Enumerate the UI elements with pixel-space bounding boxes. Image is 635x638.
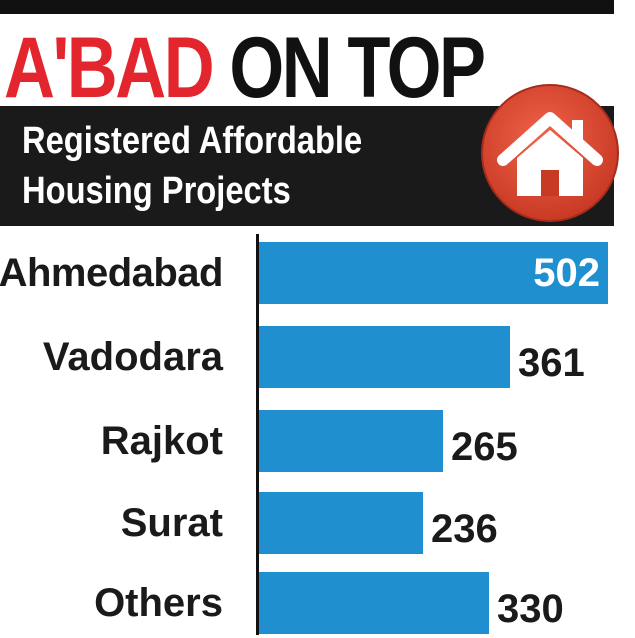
bar-ahmedabad <box>259 242 608 304</box>
bar-vadodara <box>259 326 510 388</box>
value-label: 265 <box>451 425 518 469</box>
category-label: Others <box>94 581 223 625</box>
value-label: 236 <box>431 507 498 551</box>
bar-rajkot <box>259 410 443 472</box>
value-label: 330 <box>497 587 564 631</box>
category-label: Ahmedabad <box>0 251 224 295</box>
subtitle-line-1: Registered Affordable <box>22 120 363 162</box>
headline-highlight: A'BAD <box>4 20 215 116</box>
chart-subtitle: Registered Affordable Housing Projects <box>22 116 400 216</box>
top-rule <box>0 0 614 14</box>
bar-chart: Ahmedabad 502 Vadodara 361 Rajkot 265 Surat 236… <box>0 234 614 635</box>
chart-axis <box>256 234 259 635</box>
subtitle-line-2: Housing Projects <box>22 170 291 212</box>
headline-rest: ON TOP <box>229 20 486 116</box>
category-label: Surat <box>120 501 223 545</box>
category-label: Vadodara <box>42 335 223 379</box>
house-icon <box>481 84 619 222</box>
value-label: 502 <box>533 251 600 295</box>
headline: A'BAD ON TOP <box>4 20 486 116</box>
category-label: Rajkot <box>100 419 223 463</box>
value-label: 361 <box>518 341 585 385</box>
bar-others <box>259 572 489 634</box>
bar-surat <box>259 492 423 554</box>
